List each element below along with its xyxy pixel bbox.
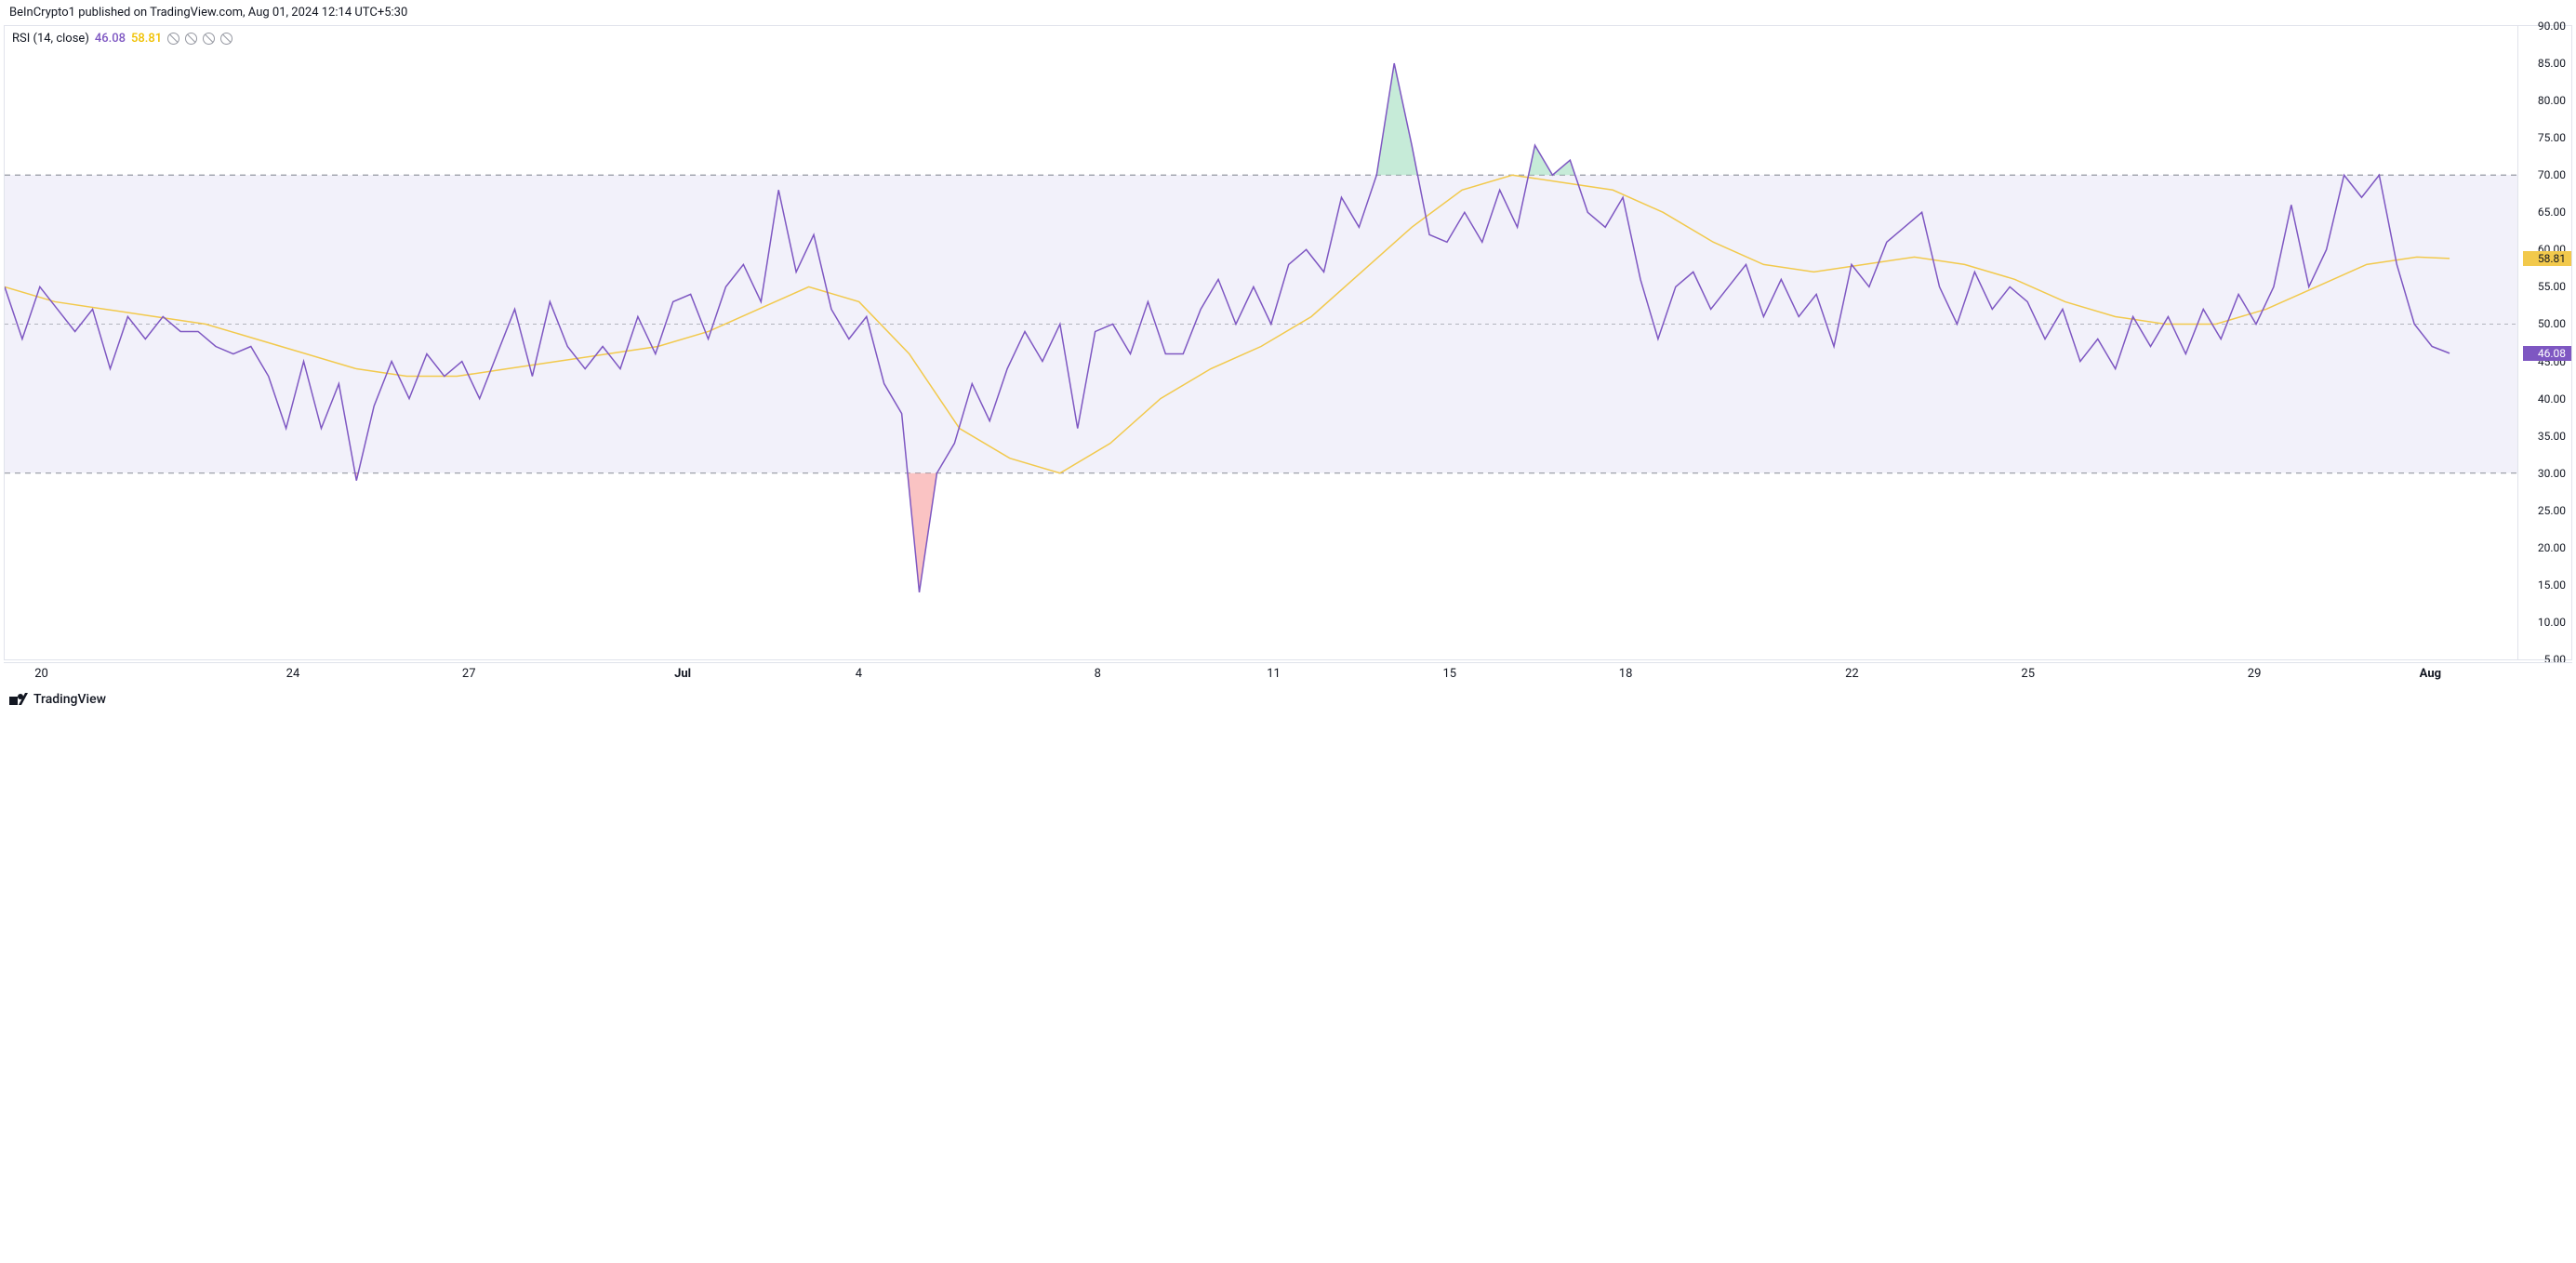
- y-tick-label: 65.00: [2538, 206, 2566, 219]
- y-tick-label: 10.00: [2538, 616, 2566, 629]
- x-tick-label: 20: [34, 667, 48, 681]
- setting-disabled-icon[interactable]: [167, 33, 179, 45]
- chart-svg: [5, 26, 2517, 659]
- indicator-value-yellow: 58.81: [131, 32, 162, 46]
- x-tick-label: Jul: [674, 667, 691, 681]
- x-tick-label: 11: [1267, 667, 1281, 681]
- y-tick-label: 55.00: [2538, 280, 2566, 293]
- y-tick-label: 30.00: [2538, 467, 2566, 480]
- publish-header: BeInCrypto1 published on TradingView.com…: [0, 0, 2576, 23]
- y-tick-label: 80.00: [2538, 94, 2566, 107]
- y-tick-label: 75.00: [2538, 131, 2566, 144]
- y-tick-label: 50.00: [2538, 317, 2566, 330]
- publish-text: BeInCrypto1 published on TradingView.com…: [9, 6, 407, 20]
- y-tick-label: 20.00: [2538, 541, 2566, 554]
- indicator-name: RSI (14, close): [12, 32, 89, 46]
- x-axis[interactable]: 20 24 27 Jul 4 8 11 15 18 22 25 29 Aug: [4, 662, 2572, 686]
- x-tick-label: 24: [286, 667, 300, 681]
- chart-panel[interactable]: RSI (14, close) 46.08 58.81 90.0085.0080…: [4, 25, 2572, 660]
- y-axis[interactable]: 90.0085.0080.0075.0070.0065.0060.0055.00…: [2517, 26, 2571, 659]
- y-value-badge: 46.08: [2523, 346, 2571, 361]
- x-tick-label: 15: [1442, 667, 1456, 681]
- setting-disabled-icon[interactable]: [185, 33, 197, 45]
- y-tick-label: 85.00: [2538, 57, 2566, 70]
- x-tick-label: 25: [2021, 667, 2035, 681]
- x-tick-label: 4: [856, 667, 862, 681]
- tradingview-logo-icon: [9, 693, 28, 706]
- footer: TradingView: [0, 686, 2576, 714]
- x-tick-label: 27: [462, 667, 476, 681]
- brand-name: TradingView: [33, 692, 106, 707]
- y-value-badge: 58.81: [2523, 251, 2571, 266]
- y-tick-label: 25.00: [2538, 504, 2566, 517]
- x-tick-label: 8: [1095, 667, 1101, 681]
- y-tick-label: 40.00: [2538, 392, 2566, 405]
- plot-area[interactable]: [5, 26, 2517, 659]
- setting-disabled-icon[interactable]: [220, 33, 232, 45]
- x-tick-label: 18: [1619, 667, 1633, 681]
- y-tick-label: 15.00: [2538, 578, 2566, 592]
- indicator-legend[interactable]: RSI (14, close) 46.08 58.81: [12, 32, 232, 46]
- chart-container: BeInCrypto1 published on TradingView.com…: [0, 0, 2576, 714]
- y-tick-label: 35.00: [2538, 430, 2566, 443]
- y-tick-label: 90.00: [2538, 20, 2566, 33]
- setting-disabled-icon[interactable]: [203, 33, 215, 45]
- x-tick-label: 29: [2248, 667, 2262, 681]
- x-tick-label: Aug: [2420, 667, 2441, 681]
- indicator-value-purple: 46.08: [95, 32, 126, 46]
- x-tick-label: 22: [1845, 667, 1859, 681]
- y-tick-label: 70.00: [2538, 168, 2566, 181]
